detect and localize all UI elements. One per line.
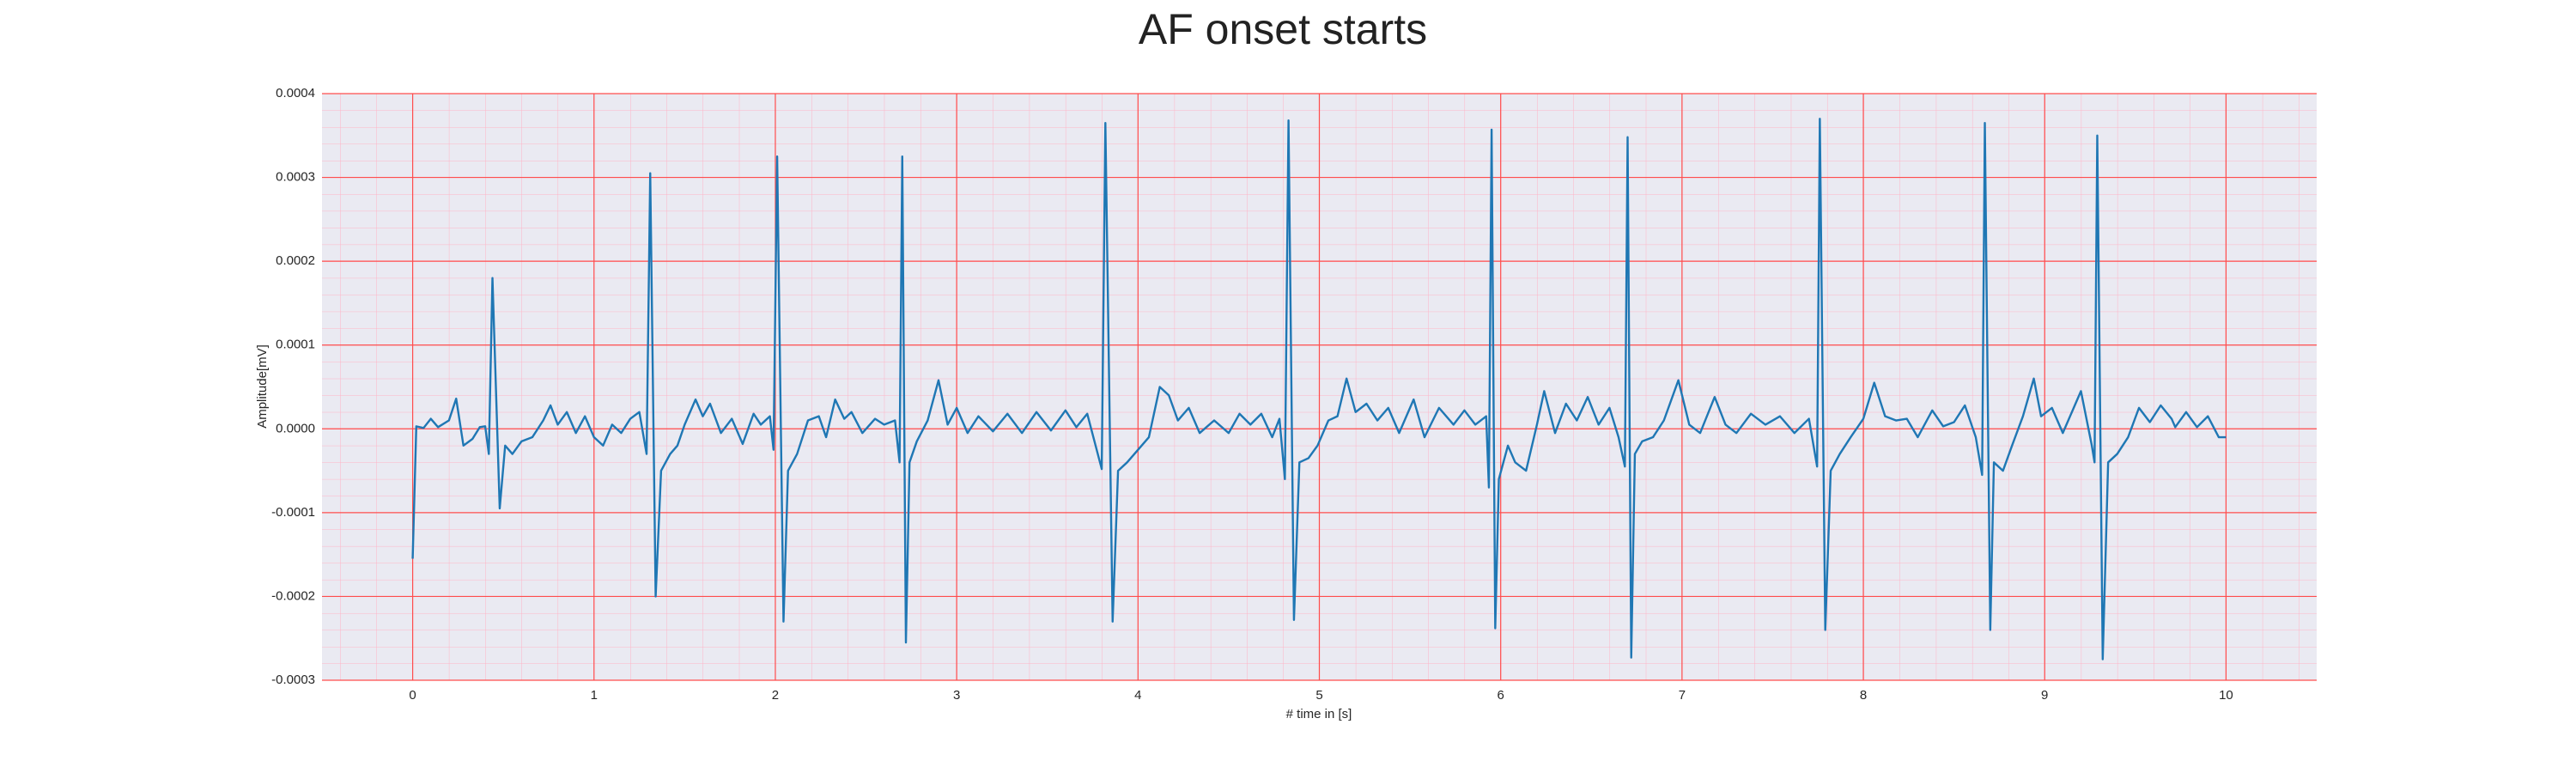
x-tick-label: 0 (409, 688, 416, 703)
marks (411, 118, 2227, 660)
x-tick-label: 3 (953, 688, 960, 703)
x-tick-label: 6 (1498, 688, 1504, 703)
y-axis-label: Amplitude[mV] (255, 344, 270, 429)
x-tick-label: 2 (772, 688, 779, 703)
y-tick-label: -0.0003 (271, 673, 315, 687)
y-tick-label: 0.0003 (276, 170, 315, 185)
x-tick-label: 4 (1134, 688, 1141, 703)
y-tick-label: 0.0000 (276, 421, 315, 435)
x-tick-label: 5 (1315, 688, 1322, 703)
x-axis-label: # time in [s] (1286, 707, 1352, 721)
x-tick-label: 10 (2219, 688, 2233, 703)
signal-line (411, 118, 2227, 660)
x-tick-label: 8 (1860, 688, 1867, 703)
y-tick-label: 0.0004 (276, 86, 315, 100)
x-tick-label: 9 (2041, 688, 2048, 703)
y-tick-label: -0.0002 (271, 588, 315, 603)
y-tick-label: 0.0002 (276, 253, 315, 268)
x-tick-label: 1 (591, 688, 598, 703)
y-tick-label: -0.0001 (271, 505, 315, 520)
chart-title: AF onset starts (1139, 5, 1427, 53)
y-tick-label: 0.0001 (276, 338, 315, 352)
x-tick-label: 7 (1679, 688, 1686, 703)
